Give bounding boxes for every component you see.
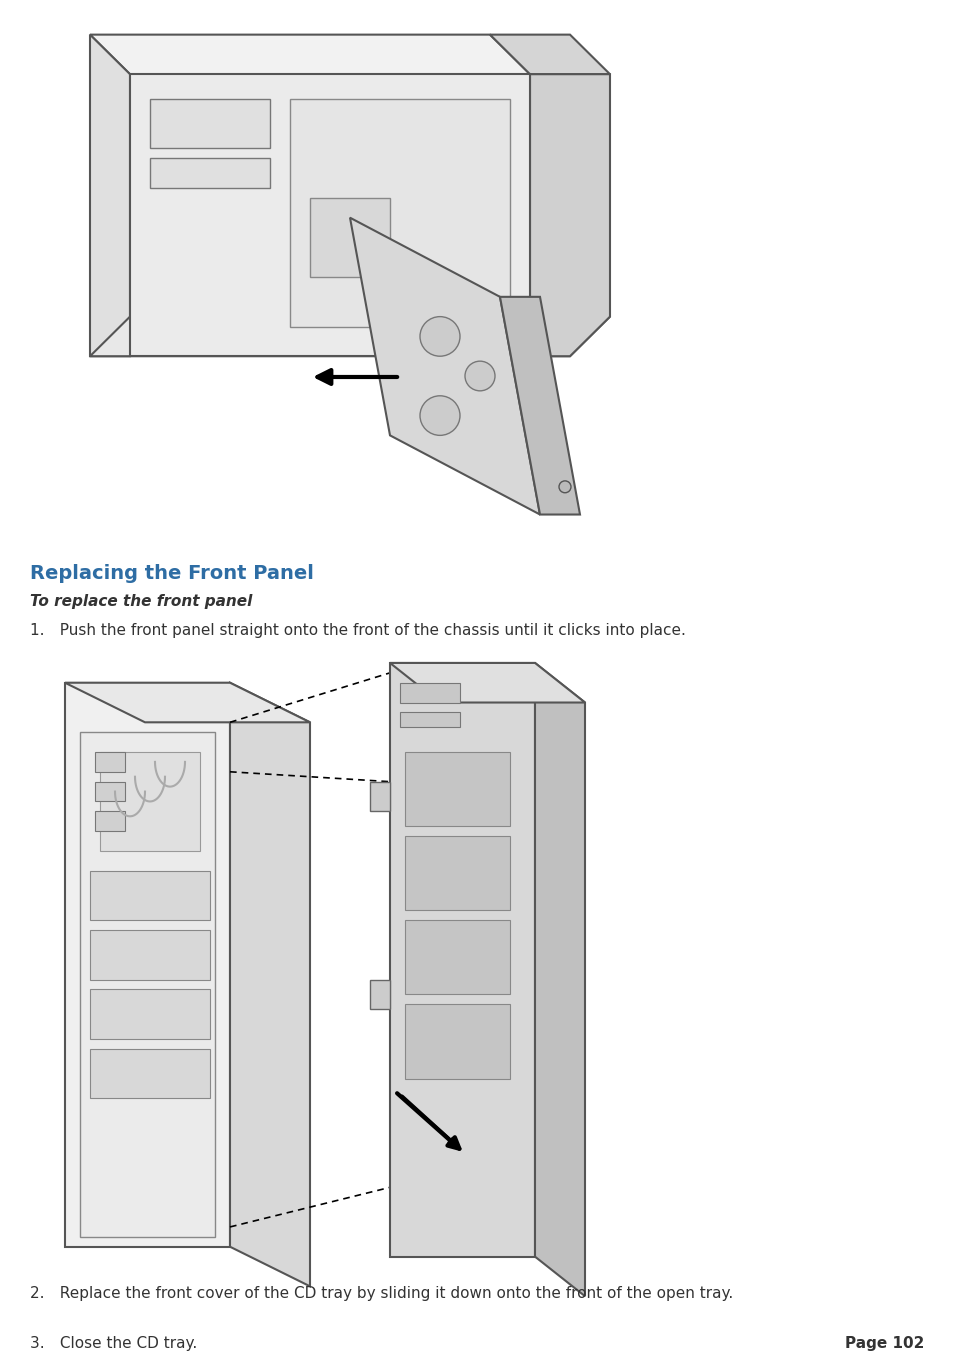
Polygon shape	[399, 682, 459, 703]
Polygon shape	[80, 732, 214, 1236]
Polygon shape	[350, 218, 539, 515]
Circle shape	[464, 361, 495, 390]
Polygon shape	[370, 979, 390, 1009]
Polygon shape	[499, 297, 579, 515]
Text: To replace the front panel: To replace the front panel	[30, 593, 253, 609]
Polygon shape	[490, 35, 609, 74]
Polygon shape	[90, 316, 609, 357]
Polygon shape	[130, 74, 530, 357]
Polygon shape	[90, 871, 210, 920]
Text: Page 102: Page 102	[843, 1336, 923, 1351]
Polygon shape	[290, 99, 510, 327]
Polygon shape	[95, 782, 125, 801]
Polygon shape	[390, 663, 535, 1256]
Circle shape	[558, 481, 571, 493]
Polygon shape	[90, 35, 130, 357]
Polygon shape	[95, 812, 125, 831]
Polygon shape	[405, 836, 510, 911]
Circle shape	[419, 396, 459, 435]
Text: 3. Close the CD tray.: 3. Close the CD tray.	[30, 1336, 197, 1351]
Polygon shape	[390, 663, 584, 703]
Polygon shape	[90, 929, 210, 979]
Polygon shape	[100, 753, 200, 851]
Polygon shape	[405, 920, 510, 994]
Text: 2. Replace the front cover of the CD tray by sliding it down onto the front of t: 2. Replace the front cover of the CD tra…	[30, 1286, 733, 1301]
Polygon shape	[405, 753, 510, 827]
Circle shape	[419, 316, 459, 357]
Polygon shape	[150, 158, 270, 188]
Text: 1. Push the front panel straight onto the front of the chassis until it clicks i: 1. Push the front panel straight onto th…	[30, 623, 685, 639]
Polygon shape	[90, 1048, 210, 1098]
Polygon shape	[530, 74, 609, 357]
Polygon shape	[405, 1004, 510, 1078]
Polygon shape	[90, 989, 210, 1039]
Polygon shape	[95, 753, 125, 771]
Polygon shape	[310, 197, 390, 277]
Polygon shape	[65, 682, 230, 1247]
Polygon shape	[90, 35, 530, 74]
Polygon shape	[230, 682, 310, 1286]
Polygon shape	[370, 782, 390, 812]
Text: Replacing the Front Panel: Replacing the Front Panel	[30, 563, 314, 584]
Polygon shape	[399, 712, 459, 727]
Polygon shape	[65, 682, 310, 723]
Polygon shape	[150, 99, 270, 149]
Polygon shape	[535, 663, 584, 1296]
